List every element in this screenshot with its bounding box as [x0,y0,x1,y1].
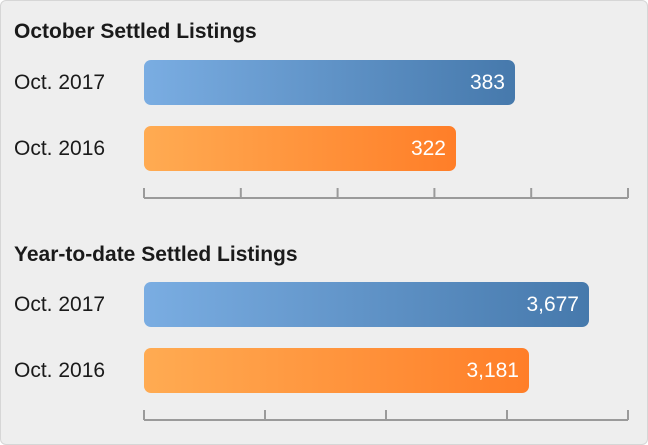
category-label-oct-2017: Oct. 2017 [14,293,106,316]
chart-title-year-to-date: Year-to-date Settled Listings [14,243,298,266]
bar-october-oct-2016: 322 [144,126,456,171]
bar-value-label: 322 [410,137,446,160]
bar-value-label: 383 [469,71,505,94]
bar-ytd-oct-2016: 3,181 [144,348,529,393]
bar-value-label: 3,181 [466,359,519,382]
bar-october-oct-2017: 383 [144,60,515,105]
category-label-oct-2016: Oct. 2016 [14,137,106,160]
category-label-oct-2016: Oct. 2016 [14,359,106,382]
bar-value-label: 3,677 [526,293,579,316]
bar-ytd-oct-2017: 3,677 [144,282,589,327]
category-label-oct-2017: Oct. 2017 [14,71,106,94]
chart-title-october: October Settled Listings [14,20,257,43]
